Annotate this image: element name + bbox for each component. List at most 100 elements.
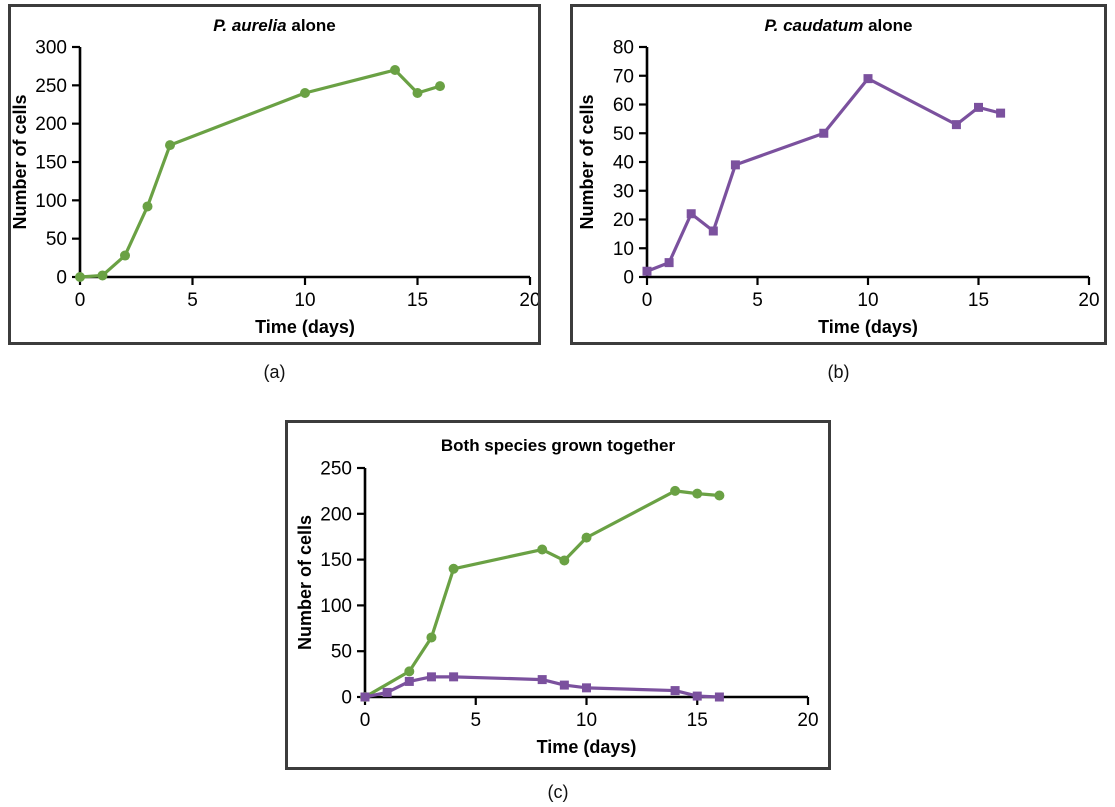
marker-circle-p-aurelia — [390, 65, 400, 75]
panel-p-caudatum-alone: 0 10 20 30 40 50 60 70 80 0 5 10 15 20 P. caudatum alo… — [570, 4, 1107, 345]
marker-square-p-caudatum — [819, 128, 829, 138]
both-species-grown-together-svg: 0 50 100 150 200 250 0 5 10 15 20 Both species grow… — [295, 436, 819, 757]
x-axis-title: Time (days) — [818, 317, 918, 337]
marker-circle-p-aurelia — [300, 88, 310, 98]
marker-square-p-caudatum — [974, 102, 983, 112]
figure-label-b: (b) — [827, 362, 850, 382]
marker-square-p-caudatum — [559, 680, 569, 690]
marker-square-p-caudatum — [664, 258, 674, 268]
marker-circle-p-aurelia — [412, 88, 423, 98]
marker-square-p-caudatum — [714, 692, 724, 702]
x-tick-label: 10 — [294, 290, 315, 311]
marker-square-p-caudatum — [951, 120, 961, 130]
chart-p-caudatum-alone: 0 10 20 30 40 50 60 70 80 0 5 10 15 20 P. caudatum alo… — [573, 7, 1104, 347]
chart-title-rest: Both species grown together — [441, 436, 676, 455]
marker-circle-p-aurelia — [75, 272, 85, 282]
chart-p-aurelia-alone: 0 50 100 150 200 250 300 0 5 10 15 20 P. aurelia alo… — [10, 7, 541, 347]
y-axis-title: Number of cells — [295, 515, 315, 650]
y-tick-label: 0 — [341, 688, 352, 709]
axes — [363, 468, 808, 699]
figure-label-a: (a) — [263, 362, 286, 382]
p-caudatum-alone-svg: 0 10 20 30 40 50 60 70 80 0 5 10 15 20 P. caudatum alo… — [577, 16, 1100, 337]
y-tick-label: 50 — [46, 229, 67, 250]
x-tick-label: 20 — [797, 710, 818, 731]
y-tick-label: 20 — [613, 210, 634, 231]
y-axis-ticks: 0 50 100 150 200 250 300 — [35, 38, 80, 289]
y-tick-label: 100 — [35, 191, 67, 212]
x-tick-label: 20 — [1078, 290, 1099, 311]
x-tick-label: 0 — [642, 290, 653, 311]
x-tick-label: 15 — [687, 710, 708, 731]
marker-square-p-caudatum — [642, 266, 652, 276]
marker-square-p-caudatum — [449, 672, 459, 682]
y-tick-label: 10 — [613, 239, 634, 260]
y-tick-label: 200 — [320, 504, 352, 525]
y-tick-label: 200 — [35, 114, 67, 135]
marker-square-p-caudatum — [537, 675, 547, 685]
chart-title-rest: alone — [287, 16, 336, 35]
marker-circle-p-aurelia — [426, 632, 437, 643]
marker-square-p-caudatum — [670, 686, 680, 696]
marker-circle-p-aurelia — [714, 490, 725, 501]
panel-both-species-together: 0 50 100 150 200 250 0 5 10 15 20 Both species grow… — [285, 420, 831, 770]
marker-circle-p-aurelia — [670, 485, 681, 496]
marker-circle-p-aurelia — [692, 488, 703, 499]
y-tick-label: 70 — [613, 66, 634, 87]
y-tick-label: 300 — [35, 38, 67, 59]
y-axis-ticks: 0 50 100 150 200 250 — [320, 459, 365, 709]
series-p-caudatum — [360, 672, 724, 702]
y-tick-label: 150 — [35, 153, 67, 174]
marker-square-p-caudatum — [692, 691, 702, 701]
y-tick-label: 50 — [613, 124, 634, 145]
marker-square-p-caudatum — [996, 108, 1006, 118]
x-tick-label: 15 — [968, 290, 989, 311]
marker-circle-p-aurelia — [165, 140, 175, 151]
x-tick-label: 10 — [857, 290, 878, 311]
x-tick-label: 5 — [187, 290, 198, 311]
x-tick-label: 5 — [470, 710, 481, 731]
y-tick-label: 0 — [56, 268, 67, 289]
marker-square-p-caudatum — [863, 74, 873, 84]
y-tick-label: 250 — [320, 459, 352, 480]
y-tick-label: 250 — [35, 76, 67, 97]
x-tick-label: 0 — [360, 710, 371, 731]
p-aurelia-alone-svg: 0 50 100 150 200 250 300 0 5 10 15 20 P. aurelia alo… — [10, 16, 541, 337]
chart-title: Both species grown together — [441, 436, 676, 455]
x-axis-ticks: 0 5 10 15 20 — [642, 277, 1100, 311]
marker-circle-p-aurelia — [581, 532, 592, 543]
y-axis-title: Number of cells — [11, 94, 30, 229]
figure-label-c: (c) — [547, 782, 569, 802]
marker-square-p-caudatum — [730, 160, 740, 170]
x-tick-label: 15 — [407, 290, 428, 311]
marker-square-p-caudatum — [404, 676, 414, 686]
series-line-p-caudatum — [645, 77, 1003, 273]
y-tick-label: 150 — [320, 550, 352, 571]
marker-circle-p-aurelia — [404, 666, 415, 677]
series-line-p-aurelia — [363, 489, 721, 699]
x-tick-label: 5 — [752, 290, 763, 311]
y-tick-label: 60 — [613, 95, 634, 116]
x-axis-ticks: 0 5 10 15 20 — [360, 697, 819, 731]
y-axis-ticks: 0 10 20 30 40 50 60 70 80 — [613, 38, 647, 289]
chart-both-species-together: 0 50 100 150 200 250 0 5 10 15 20 Both species grow… — [288, 423, 828, 772]
marker-circle-p-aurelia — [142, 201, 153, 212]
y-tick-label: 0 — [623, 268, 634, 289]
series-line-p-aurelia — [78, 68, 442, 279]
y-tick-label: 80 — [613, 38, 634, 59]
chart-title: P. caudatum alone — [764, 16, 912, 35]
chart-title-species: P. aurelia — [213, 16, 286, 35]
marker-square-p-caudatum — [382, 687, 392, 697]
x-tick-label: 0 — [75, 290, 86, 311]
chart-title: P. aurelia alone — [213, 16, 336, 35]
y-tick-label: 30 — [613, 181, 634, 202]
x-tick-label: 10 — [576, 710, 597, 731]
y-tick-label: 40 — [613, 153, 634, 174]
series-p-aurelia — [75, 65, 445, 282]
marker-circle-p-aurelia — [120, 250, 130, 261]
marker-circle-p-aurelia — [435, 81, 445, 92]
marker-circle-p-aurelia — [537, 544, 548, 555]
marker-square-p-caudatum — [686, 209, 696, 219]
marker-circle-p-aurelia — [559, 555, 570, 566]
marker-square-p-caudatum — [708, 226, 718, 236]
y-tick-label: 100 — [320, 596, 352, 617]
